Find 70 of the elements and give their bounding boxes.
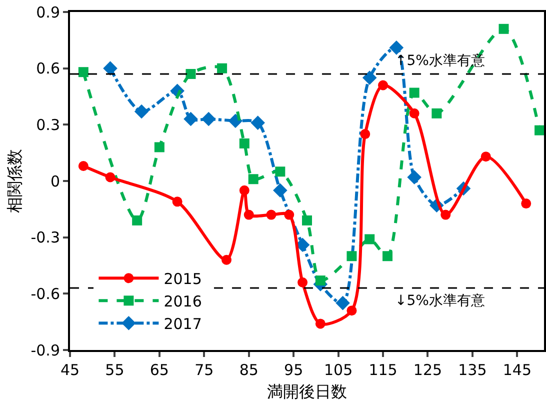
ref-line-label: ↑5%水準有意 xyxy=(395,53,485,69)
x-tick-label: 125 xyxy=(413,361,442,379)
x-tick-label: 55 xyxy=(105,361,124,379)
x-tick-label: 145 xyxy=(502,361,532,379)
x-tick-label: 45 xyxy=(60,361,80,379)
point xyxy=(134,104,149,119)
x-tick-label: 95 xyxy=(284,361,304,379)
point xyxy=(382,251,392,262)
point xyxy=(273,183,288,198)
point xyxy=(409,88,420,98)
point xyxy=(298,277,308,288)
point xyxy=(275,166,286,177)
x-tick-label: 65 xyxy=(150,361,169,379)
y-tick-label: 0.6 xyxy=(36,60,60,78)
point xyxy=(362,70,377,85)
point xyxy=(132,215,142,226)
point xyxy=(244,210,254,220)
point xyxy=(239,185,250,196)
point xyxy=(78,160,88,171)
point xyxy=(217,63,228,74)
point xyxy=(389,40,404,55)
point xyxy=(239,138,250,148)
point xyxy=(336,296,350,310)
point xyxy=(302,215,312,226)
point xyxy=(222,254,232,265)
point xyxy=(364,234,375,244)
point xyxy=(440,210,451,220)
legend-label: 2015 xyxy=(164,270,202,288)
point xyxy=(250,116,265,130)
y-tick-label: 0.9 xyxy=(36,3,60,22)
point xyxy=(184,112,198,126)
ref-line-label: ↓5%水準有意 xyxy=(395,293,485,309)
point xyxy=(154,142,164,152)
point xyxy=(346,251,357,262)
x-tick-label: 85 xyxy=(239,361,258,379)
x-axis-title: 満開後日数 xyxy=(267,382,347,402)
legend-label: 2017 xyxy=(164,314,202,333)
y-tick-label: 0 xyxy=(50,172,60,190)
point xyxy=(378,80,388,90)
point xyxy=(521,198,532,209)
point xyxy=(248,174,258,184)
point xyxy=(498,24,509,34)
point xyxy=(480,152,491,162)
point xyxy=(409,108,420,118)
y-axis-title: 相関係数 xyxy=(5,149,24,213)
point xyxy=(105,172,116,182)
x-tick-label: 135 xyxy=(458,361,487,379)
y-tick-label: -0.6 xyxy=(30,284,60,303)
point xyxy=(172,196,182,207)
point xyxy=(432,108,442,118)
point xyxy=(295,238,310,252)
x-tick-label: 75 xyxy=(194,361,214,379)
point xyxy=(360,129,370,140)
y-tick-label: -0.9 xyxy=(30,341,60,360)
point xyxy=(103,61,118,76)
y-tick-label: 0.3 xyxy=(36,116,60,134)
point xyxy=(186,68,196,79)
x-tick-label: 105 xyxy=(324,361,353,379)
point xyxy=(534,125,545,136)
point xyxy=(284,210,294,220)
legend-label: 2016 xyxy=(164,292,202,310)
point xyxy=(266,210,276,220)
point xyxy=(315,276,326,286)
point xyxy=(315,318,326,329)
y-tick-label: -0.3 xyxy=(30,228,60,247)
point xyxy=(201,112,216,126)
x-tick-label: 115 xyxy=(368,361,398,379)
point xyxy=(346,306,357,316)
point xyxy=(407,170,422,184)
point xyxy=(78,67,88,78)
